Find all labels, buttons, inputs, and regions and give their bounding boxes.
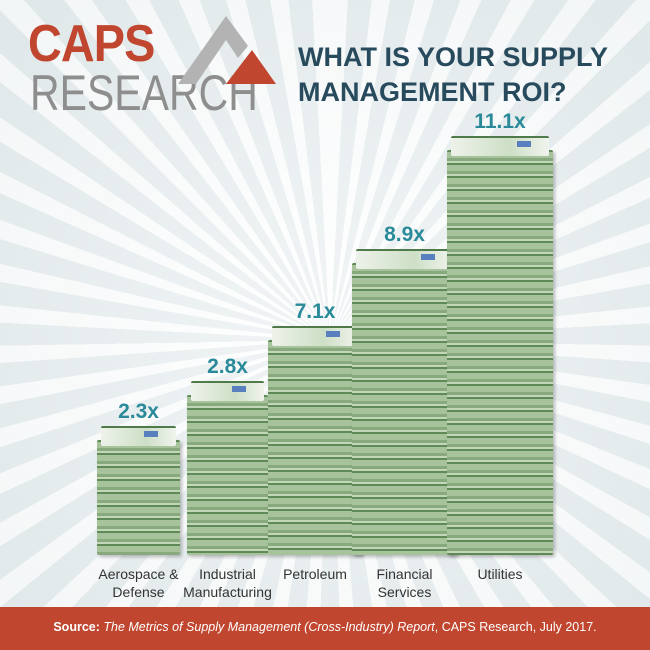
money-stack-4 [352,249,457,555]
data-label: 2.3x [118,400,159,423]
category-label-line: Services [377,584,432,600]
category-label-line: Petroleum [283,566,347,582]
category-label-line: Utilities [477,566,523,582]
money-stack-5 [447,136,553,555]
top-banknote [101,426,176,446]
category-label-line: Defense [112,584,165,600]
title-line-2: MANAGEMENT ROI? [298,77,567,107]
category-label: Utilities [440,565,560,583]
top-banknote [356,249,453,269]
category-label: Aerospace & Defense [79,565,199,601]
data-label: 8.9x [384,223,425,246]
category-label-line: Manufacturing [183,584,272,600]
money-stack-1 [97,426,180,555]
money-stack-2 [187,381,268,555]
caps-research-logo: CAPS RESEARCH [28,15,278,121]
page-title: WHAT IS YOUR SUPPLY MANAGEMENT ROI? [298,40,608,110]
top-banknote [191,381,264,401]
category-label-line: Financial [376,566,433,582]
data-label: 7.1x [294,300,336,323]
category-label-line: Industrial [199,566,256,582]
logo-mountain-icon [178,16,276,84]
category-label-line: Aerospace & [98,566,179,582]
category-label: Financial Services [345,565,465,601]
top-banknote [272,326,358,346]
source-footer: Source: The Metrics of Supply Management… [0,607,650,650]
top-banknote [451,136,549,156]
category-label: Industrial Manufacturing [168,565,288,601]
data-label: 11.1x [474,110,526,133]
source-details: , CAPS Research, July 2017. [434,620,597,634]
logo-research: RESEARCH [30,65,258,121]
title-line-1: WHAT IS YOUR SUPPLY [298,42,609,72]
data-label: 2.8x [207,355,248,378]
money-stack-3 [268,326,362,555]
logo-caps: CAPS [28,15,155,73]
source-report-title: The Metrics of Supply Management (Cross-… [103,620,435,634]
category-label: Petroleum [255,565,375,583]
source-label: Source: [53,620,100,634]
